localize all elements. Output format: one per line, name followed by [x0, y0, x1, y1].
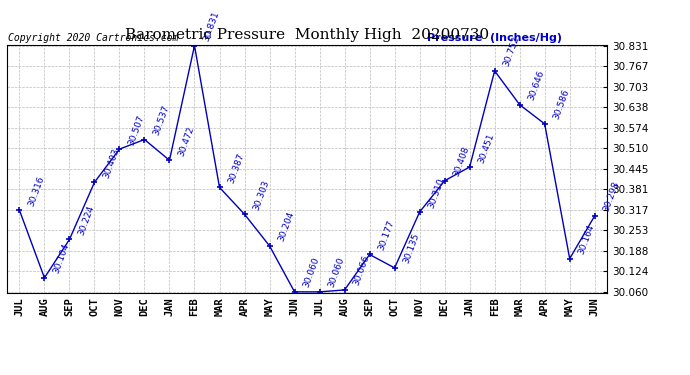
Text: Copyright 2020 Cartronics.com: Copyright 2020 Cartronics.com — [8, 33, 178, 42]
Text: 30.752: 30.752 — [502, 35, 521, 68]
Text: 30.224: 30.224 — [77, 204, 95, 237]
Text: 30.408: 30.408 — [451, 145, 471, 178]
Text: 30.177: 30.177 — [377, 219, 396, 252]
Text: 30.204: 30.204 — [277, 210, 295, 243]
Text: 30.303: 30.303 — [251, 178, 270, 212]
Text: 30.310: 30.310 — [426, 177, 446, 209]
Text: 30.507: 30.507 — [126, 114, 146, 146]
Text: 30.298: 30.298 — [602, 180, 621, 213]
Text: 30.451: 30.451 — [477, 132, 496, 164]
Text: 30.060: 30.060 — [302, 256, 321, 289]
Text: 30.472: 30.472 — [177, 125, 195, 158]
Text: 30.831: 30.831 — [201, 10, 221, 43]
Title: Barometric Pressure  Monthly High  20200730: Barometric Pressure Monthly High 2020073… — [125, 28, 489, 42]
Text: 30.646: 30.646 — [526, 69, 546, 102]
Text: Pressure  (Inches/Hg): Pressure (Inches/Hg) — [427, 33, 562, 42]
Text: 30.164: 30.164 — [577, 223, 596, 256]
Text: 30.316: 30.316 — [26, 174, 46, 207]
Text: 30.104: 30.104 — [51, 242, 70, 275]
Text: 30.060: 30.060 — [326, 256, 346, 289]
Text: 30.403: 30.403 — [101, 147, 121, 180]
Text: 30.066: 30.066 — [351, 254, 371, 287]
Text: 30.586: 30.586 — [551, 88, 571, 121]
Text: 30.537: 30.537 — [151, 104, 170, 137]
Text: 30.387: 30.387 — [226, 152, 246, 184]
Text: 30.135: 30.135 — [402, 232, 421, 265]
